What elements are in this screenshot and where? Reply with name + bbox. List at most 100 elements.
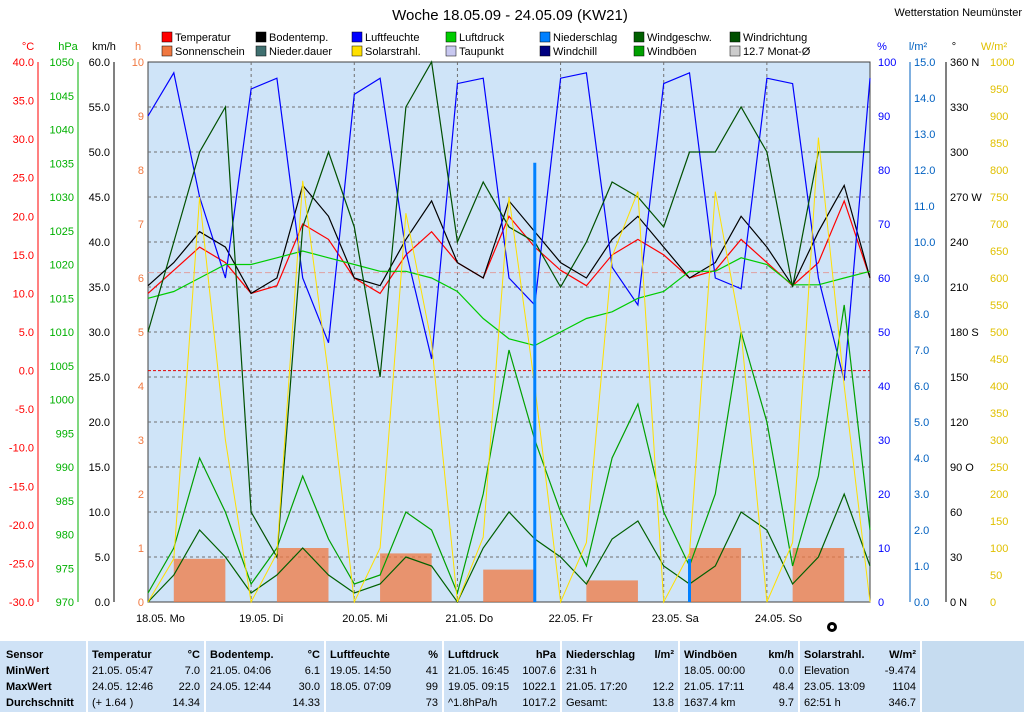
stats-title: Bodentemp.	[210, 649, 274, 661]
right-axis-tick: 120	[950, 417, 968, 429]
right-axis-tick: 7.0	[914, 345, 929, 357]
left-axis-tick: 20.0	[13, 211, 34, 223]
left-axis-tick: 1020	[50, 260, 74, 272]
right-axis-unit: %	[877, 41, 887, 53]
left-axis-unit: h	[135, 41, 141, 53]
legend-label: Windböen	[647, 46, 697, 58]
left-axis-tick: 35.0	[13, 96, 34, 108]
right-axis-tick: 900	[990, 111, 1008, 123]
left-axis-tick: 10.0	[13, 288, 34, 300]
label-sensor: Sensor	[6, 649, 44, 661]
stats-value: 22.0	[178, 681, 200, 693]
stats-time: 21.05. 16:45	[448, 665, 510, 677]
sun-marker-icon	[827, 622, 837, 632]
right-axis-tick: 40	[878, 381, 890, 393]
legend: Temperatur Bodentemp. Luftfeuchte Luftdruck…	[161, 31, 811, 58]
legend-swatch	[255, 31, 267, 43]
right-axis-tick: 650	[990, 246, 1008, 258]
stats-value: 41	[425, 665, 438, 677]
stats-title: Windböen	[684, 649, 738, 661]
stats-value: 9.7	[778, 697, 794, 709]
left-axis-tick: 5.0	[95, 552, 110, 564]
stats-unit: W/m²	[889, 649, 916, 661]
left-axis-tick: -5.0	[15, 404, 34, 416]
legend-label: Sonnenschein	[175, 46, 245, 58]
left-axis-tick: 25.0	[89, 372, 110, 384]
legend-label: Luftfeuchte	[365, 32, 419, 44]
left-axis-tick: 7	[138, 219, 144, 231]
right-axis-tick: 450	[990, 354, 1008, 366]
sunshine-bar	[380, 553, 432, 602]
stats-block: Windböen km/h 18.05. 00:00 0.0 21.05. 17:11 4…	[680, 641, 800, 712]
left-axis-tick: 1045	[50, 91, 74, 103]
right-axis-tick: 5.0	[914, 417, 929, 429]
axes: °C40.035.030.025.020.015.010.05.00.0-5.0…	[9, 41, 1015, 625]
chart-title: Woche 18.05.09 - 24.05.09 (KW21)	[392, 7, 628, 24]
right-axis-tick: 500	[990, 327, 1008, 339]
right-axis-tick: 90	[878, 111, 890, 123]
label-minwert: MinWert	[6, 665, 50, 677]
series-line	[147, 60, 870, 559]
stats-value: 30.0	[298, 681, 320, 693]
stats-value: 346.7	[888, 697, 916, 709]
right-axis-tick: 300	[950, 147, 968, 159]
stats-value: 14.33	[292, 697, 320, 709]
stats-value: 1017.2	[522, 697, 556, 709]
stats-unit: %	[428, 649, 438, 661]
left-axis-tick: 0	[138, 597, 144, 609]
series-line	[147, 137, 871, 604]
stats-time: Elevation	[804, 665, 850, 677]
right-axis-tick: 800	[990, 165, 1008, 177]
stats-block: Bodentemp. °C 21.05. 04:06 6.1 24.05. 12:44 3…	[206, 641, 326, 712]
right-axis-tick: 100	[990, 543, 1008, 555]
left-axis-tick: 45.0	[89, 192, 110, 204]
left-axis-tick: 30.0	[89, 327, 110, 339]
stats-value: 73	[425, 697, 438, 709]
stats-block: Niederschlag l/m² 2:31 h 21.05. 17:20 12.2 Ge…	[562, 641, 680, 712]
x-axis-day-label: 20.05. Mi	[342, 613, 387, 625]
legend-label: Solarstrahl.	[365, 46, 421, 58]
stats-title: Niederschlag	[566, 649, 636, 661]
right-axis-tick: 300	[990, 435, 1008, 447]
label-maxwert: MaxWert	[6, 681, 52, 693]
legend-swatch	[351, 31, 363, 43]
right-axis-tick: 700	[990, 219, 1008, 231]
left-axis-tick: 55.0	[89, 102, 110, 114]
left-axis-tick: -15.0	[9, 481, 34, 493]
stats-time: 23.05. 13:09	[804, 681, 866, 693]
right-axis-tick: 360 N	[950, 57, 979, 69]
left-axis-tick: 4	[138, 381, 144, 393]
left-axis-tick: 3	[138, 435, 144, 447]
right-axis-tick: 150	[990, 516, 1008, 528]
right-axis-tick: 9.0	[914, 273, 929, 285]
stats-block: Luftdruck hPa 21.05. 16:45 1007.6 19.05. 09:…	[444, 641, 562, 712]
right-axis-tick: 250	[990, 462, 1008, 474]
left-axis-tick: 20.0	[89, 417, 110, 429]
right-axis-tick: 6.0	[914, 381, 929, 393]
stats-time: 24.05. 12:46	[92, 681, 154, 693]
stats-time: 19.05. 09:15	[448, 681, 510, 693]
right-axis-tick: 10.0	[914, 237, 935, 249]
right-axis-tick: 0 N	[950, 597, 967, 609]
series-line	[147, 492, 871, 604]
left-axis-tick: 1025	[50, 226, 74, 238]
stats-title: Luftdruck	[448, 649, 499, 661]
right-axis-tick: 0.0	[914, 597, 929, 609]
legend-label: Luftdruck	[459, 32, 505, 44]
right-axis-tick: 30	[878, 435, 890, 447]
right-axis-tick: 15.0	[914, 57, 935, 69]
right-axis-tick: 13.0	[914, 129, 935, 141]
left-axis-tick: 1005	[50, 361, 74, 373]
series-line	[147, 199, 871, 295]
left-axis-tick: 25.0	[13, 173, 34, 185]
left-axis-tick: 30.0	[13, 134, 34, 146]
right-axis-tick: 3.0	[914, 489, 929, 501]
stats-value: 7.0	[184, 665, 200, 677]
stats-value: 13.8	[652, 697, 674, 709]
sunshine-bar	[586, 580, 638, 602]
left-axis-unit: km/h	[92, 41, 116, 53]
right-axis-tick: 180 S	[950, 327, 979, 339]
right-axis-tick: 50	[990, 570, 1002, 582]
series-line	[147, 304, 871, 595]
series-line	[147, 71, 871, 381]
